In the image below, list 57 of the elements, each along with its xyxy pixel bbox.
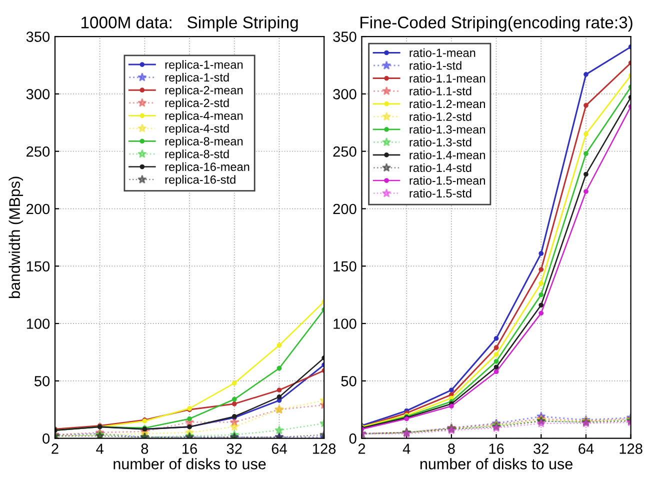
- legend-label: ratio-1.2-std: [410, 112, 472, 121]
- y-tick-label: 50: [34, 376, 50, 386]
- x-tick-label: 8: [448, 444, 455, 454]
- y-tick-label: 300: [26, 89, 50, 100]
- y-tick-label: 350: [26, 32, 50, 42]
- legend-label: replica-16-std: [165, 175, 236, 186]
- y-tick-label: 200: [333, 204, 356, 214]
- legend-label: replica-8-mean: [165, 136, 243, 148]
- legend-label: replica-1-std: [165, 72, 229, 84]
- legend-label: replica-8-std: [165, 150, 229, 161]
- legend-label: replica-4-std: [165, 124, 229, 136]
- y-tick-label: 350: [333, 32, 356, 42]
- legend-label: replica-2-std: [165, 98, 229, 110]
- x-tick-label: 4: [96, 444, 104, 454]
- x-axis-title: number of disks to use: [114, 458, 266, 470]
- x-tick-label: 32: [534, 444, 549, 454]
- y-tick-label: 200: [26, 204, 50, 214]
- x-tick-label: 16: [182, 444, 198, 454]
- legend-label: ratio-1.2-mean: [410, 99, 485, 108]
- x-tick-label: 128: [620, 444, 642, 454]
- x-tick-label: 64: [578, 444, 594, 454]
- legend-label: ratio-1-std: [410, 61, 462, 70]
- legend-label: ratio-1.1-std: [410, 86, 472, 96]
- x-tick-label: 16: [489, 444, 504, 454]
- legend-label: ratio-1-mean: [410, 48, 476, 57]
- x-tick-label: 8: [141, 444, 148, 454]
- legend-label: ratio-1.1-mean: [410, 74, 485, 83]
- y-tick-label: 0: [42, 433, 50, 444]
- y-tick-label: 100: [26, 318, 50, 329]
- x-tick-label: 64: [272, 444, 287, 454]
- y-tick-label: 150: [334, 261, 356, 272]
- chart-title: Fine-Coded Striping(encoding rate:3): [360, 16, 632, 32]
- y-tick-label: 0: [349, 433, 356, 444]
- y-tick-label: 150: [26, 261, 50, 272]
- legend-label: ratio-1.4-mean: [410, 150, 485, 160]
- x-tick-label: 128: [313, 444, 336, 454]
- legend-label: replica-4-mean: [165, 111, 243, 122]
- x-tick-label: 4: [402, 444, 410, 454]
- y-tick-label: 50: [341, 376, 356, 386]
- x-axis-title: number of disks to use: [420, 458, 572, 470]
- y-tick-label: 250: [26, 146, 50, 157]
- x-tick-label: 32: [226, 444, 242, 454]
- legend-label: ratio-1.4-std: [410, 163, 472, 172]
- x-tick-label: 2: [52, 444, 58, 454]
- legend-label: ratio-1.3-mean: [410, 124, 485, 134]
- legend-label: replica-1-mean: [165, 60, 243, 72]
- legend-label: ratio-1.5-std: [410, 188, 472, 198]
- legend-label: replica-16-mean: [165, 162, 250, 174]
- chart-title: 1000M data: Simple Striping: [81, 16, 298, 32]
- y-tick-label: 100: [334, 318, 356, 329]
- legend-label: replica-2-mean: [165, 86, 243, 97]
- legend-label: ratio-1.5-mean: [410, 176, 485, 185]
- y-tick-label: 300: [333, 89, 356, 100]
- x-tick-label: 2: [358, 444, 366, 454]
- y-axis-title: bandwidth (MBps): [8, 176, 24, 298]
- legend-label: ratio-1.3-std: [410, 138, 472, 146]
- y-tick-label: 250: [333, 146, 356, 157]
